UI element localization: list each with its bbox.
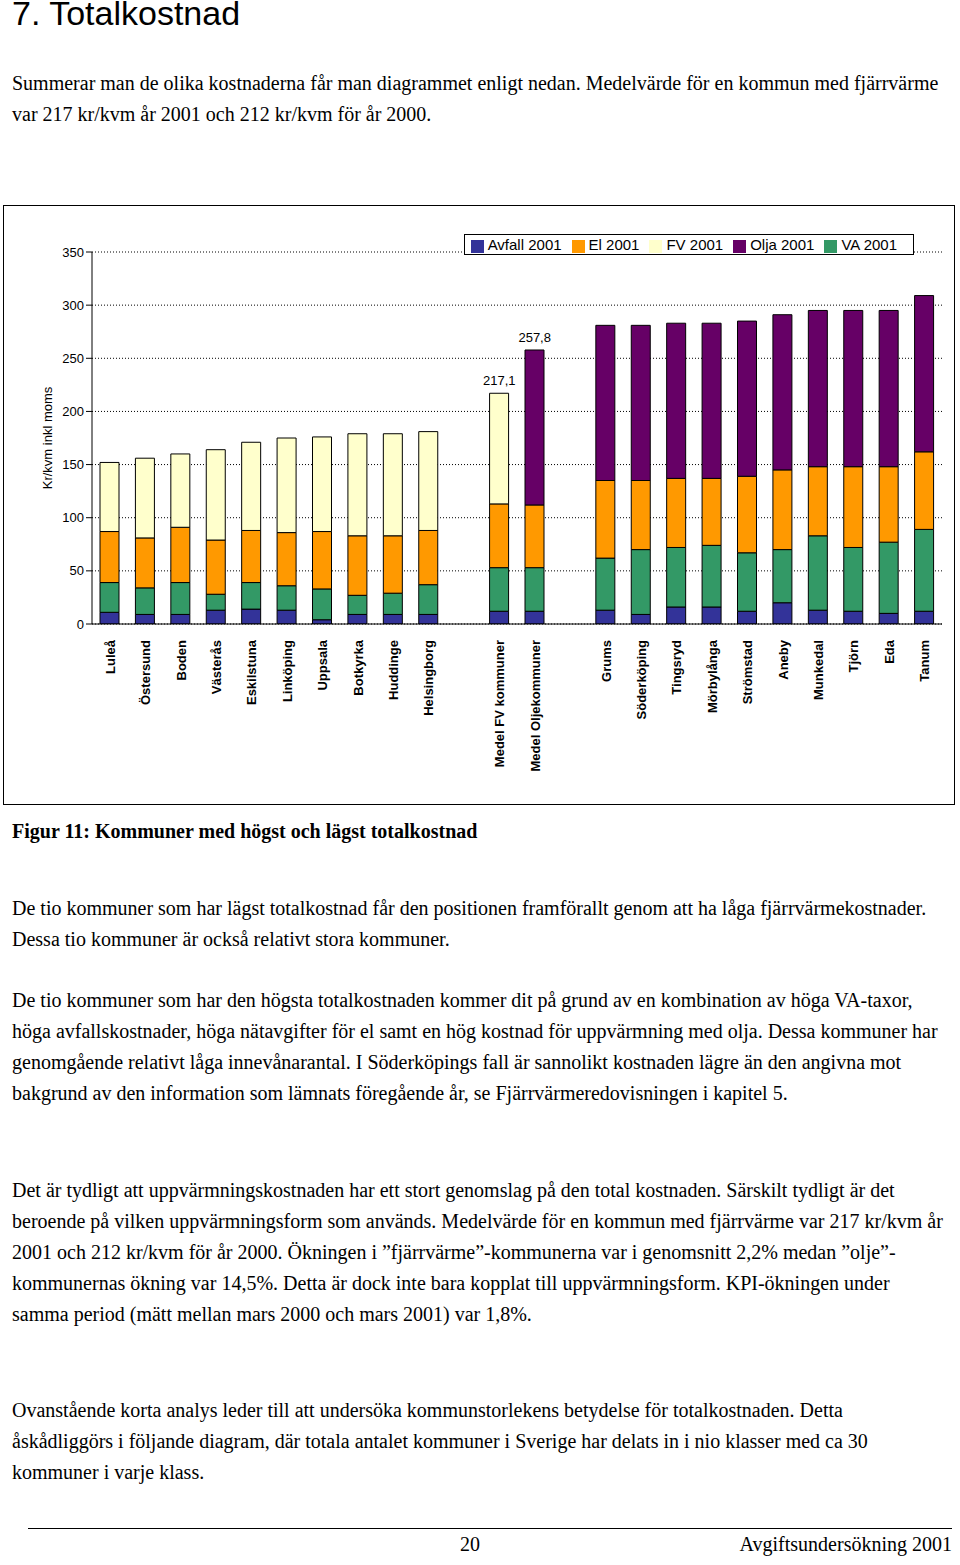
svg-text:Strömstad: Strömstad xyxy=(740,640,755,704)
svg-text:Eskilstuna: Eskilstuna xyxy=(244,639,259,705)
svg-text:350: 350 xyxy=(62,245,84,260)
svg-text:Tjörn: Tjörn xyxy=(846,640,861,673)
svg-text:Medel FV kommuner: Medel FV kommuner xyxy=(492,640,507,767)
html-text:Avgiftsundersökning 2001: Avgiftsundersökning 2001 xyxy=(739,1533,952,1555)
svg-text:300: 300 xyxy=(62,298,84,313)
html-text:De tio kommuner som har lägst: De tio kommuner som har lägst totalkostn… xyxy=(12,897,927,950)
html-text:Avfall 2001: Avfall 2001 xyxy=(487,236,562,253)
html-text:Ovanstående korta analys leder: Ovanstående korta analys leder till att … xyxy=(12,1399,868,1483)
svg-text:0: 0 xyxy=(77,617,84,632)
svg-text:Botkyrka: Botkyrka xyxy=(351,639,366,695)
svg-text:Söderköping: Söderköping xyxy=(634,640,649,720)
svg-text:Medel Oljekommuner: Medel Oljekommuner xyxy=(528,640,543,771)
svg-text:Mörbylånga: Mörbylånga xyxy=(705,639,720,713)
svg-text:250: 250 xyxy=(62,351,84,366)
html-text:El 2001: El 2001 xyxy=(588,236,640,253)
svg-text:Tingsryd: Tingsryd xyxy=(669,640,684,695)
svg-text:Tanum: Tanum xyxy=(917,640,932,682)
html-text:Summerar man de olika kostnade: Summerar man de olika kostnaderna får ma… xyxy=(12,72,939,125)
svg-text:50: 50 xyxy=(70,563,84,578)
svg-text:100: 100 xyxy=(62,510,84,525)
svg-text:Luleå: Luleå xyxy=(103,639,118,674)
html-text:20: 20 xyxy=(460,1533,480,1555)
svg-text:200: 200 xyxy=(62,404,84,419)
html-text:VA 2001: VA 2001 xyxy=(841,236,897,253)
svg-text:Kr/kvm inkl moms: Kr/kvm inkl moms xyxy=(40,386,55,489)
html-text:Det är tydligt att uppvärmning: Det är tydligt att uppvärmningskostnaden… xyxy=(12,1179,943,1325)
svg-text:150: 150 xyxy=(62,457,84,472)
svg-text:Västerås: Västerås xyxy=(209,640,224,694)
svg-text:Uppsala: Uppsala xyxy=(315,639,330,690)
svg-text:Munkedal: Munkedal xyxy=(811,640,826,700)
svg-text:Huddinge: Huddinge xyxy=(386,640,401,700)
svg-text:Aneby: Aneby xyxy=(776,639,791,680)
html-text:FV 2001: FV 2001 xyxy=(666,236,724,253)
svg-text:Helsingborg: Helsingborg xyxy=(421,640,436,716)
svg-text:Östersund: Östersund xyxy=(138,640,153,705)
svg-text:217,1: 217,1 xyxy=(483,373,516,388)
html-text:Figur 11: Kommuner med högst o: Figur 11: Kommuner med högst och lägst t… xyxy=(12,820,478,842)
svg-text:Linköping: Linköping xyxy=(280,640,295,702)
svg-text:257,8: 257,8 xyxy=(518,330,551,345)
svg-text:Boden: Boden xyxy=(174,640,189,681)
html-text:De tio kommuner som har den hö: De tio kommuner som har den högsta total… xyxy=(12,989,938,1104)
html-text:Olja 2001: Olja 2001 xyxy=(750,236,815,253)
svg-text:Eda: Eda xyxy=(882,639,897,664)
svg-text:Grums: Grums xyxy=(599,640,614,682)
